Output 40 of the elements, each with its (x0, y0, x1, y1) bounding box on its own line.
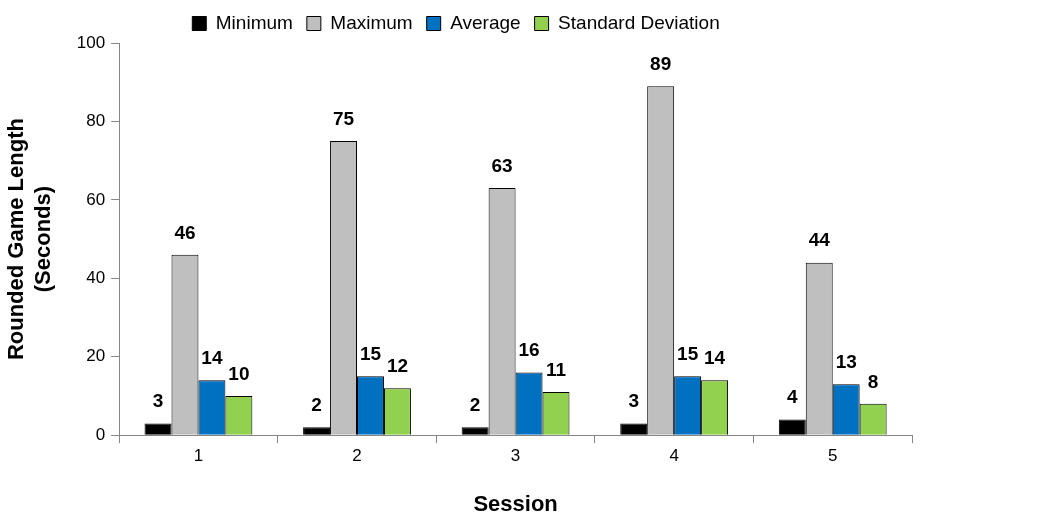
data-label: 12 (386, 354, 409, 376)
data-label: 14 (704, 347, 726, 369)
bar (144, 423, 172, 435)
y-tick-label: 0 (95, 424, 106, 444)
y-tick-label: 40 (86, 268, 106, 288)
x-axis-title: Session (473, 490, 558, 516)
y-tick-label: 20 (86, 346, 106, 366)
data-label: 89 (650, 52, 672, 74)
data-label: 3 (152, 390, 164, 412)
data-label: 3 (628, 390, 639, 412)
data-label: 46 (174, 221, 196, 243)
legend-label: Standard Deviation (558, 11, 720, 33)
legend-label: Maximum (330, 11, 413, 33)
bar (620, 423, 648, 435)
x-tick-label: 3 (510, 446, 521, 466)
x-tick-label: 2 (352, 446, 362, 466)
y-tick-label: 100 (76, 32, 106, 52)
data-label: 11 (545, 358, 567, 380)
data-label: 15 (359, 343, 382, 365)
data-label: 14 (201, 347, 223, 369)
data-label: 63 (491, 154, 513, 176)
legend-label: Minimum (215, 11, 293, 33)
data-label: 2 (469, 394, 481, 416)
x-tick-label: 4 (669, 446, 679, 466)
data-label: 4 (786, 386, 798, 408)
x-tick-label: 1 (193, 446, 204, 466)
bar (303, 427, 331, 435)
data-label: 10 (228, 362, 250, 384)
data-label: 75 (332, 107, 355, 129)
data-label: 8 (867, 370, 879, 392)
data-label: 15 (677, 343, 699, 365)
y-tick-label: 80 (86, 111, 106, 131)
data-label: 13 (835, 350, 857, 372)
y-tick-label: 60 (86, 189, 106, 209)
legend-label: Average (450, 11, 521, 33)
x-tick-label: 5 (827, 446, 838, 466)
y-axis-title: Rounded Game Length (Seconds) (3, 118, 55, 361)
data-label: 16 (518, 339, 540, 361)
data-label: 2 (311, 394, 322, 416)
data-label: 44 (808, 229, 831, 251)
